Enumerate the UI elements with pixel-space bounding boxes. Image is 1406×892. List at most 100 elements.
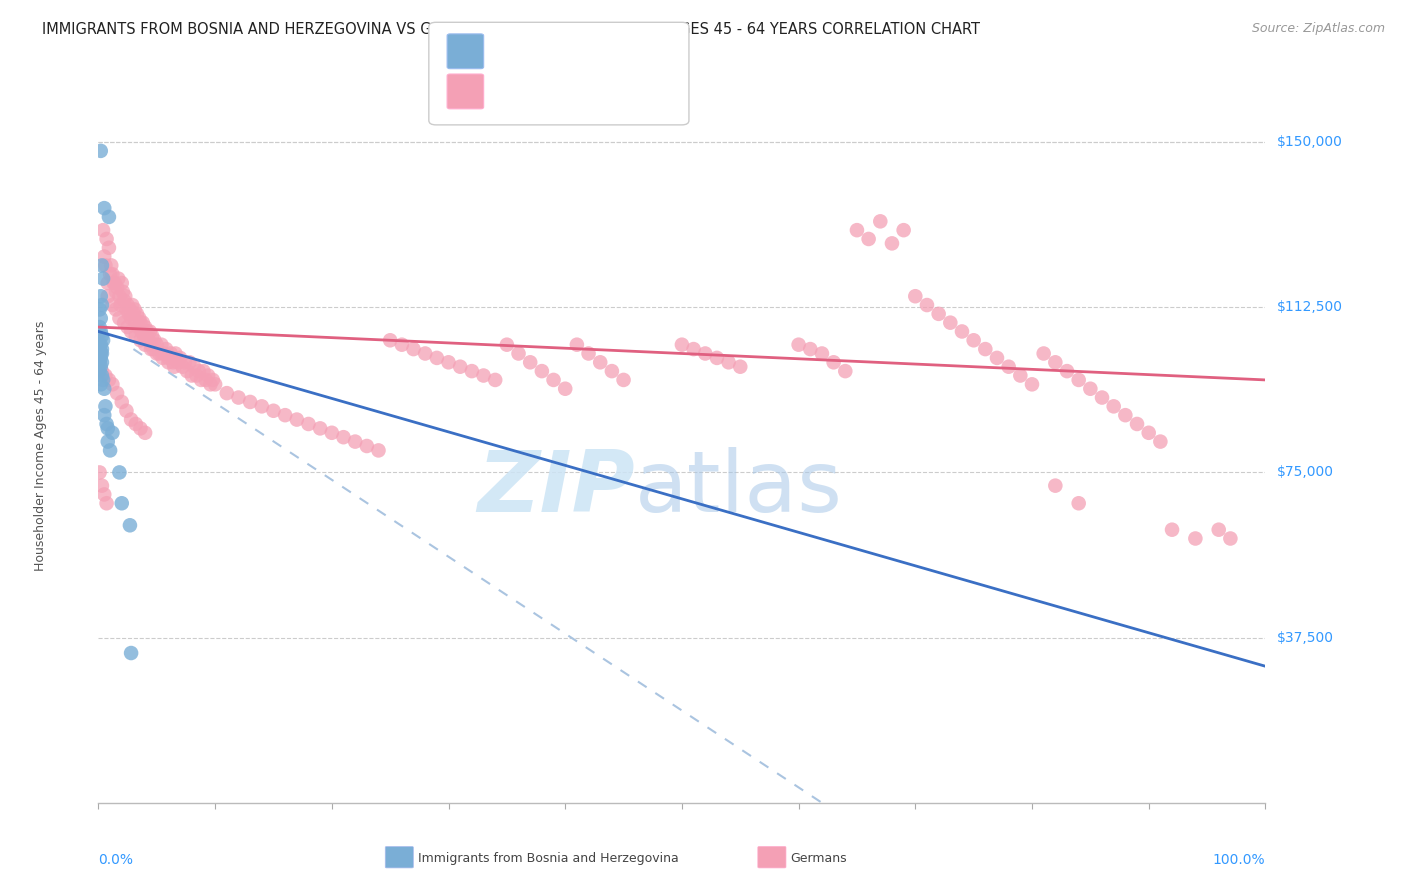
Point bbox=[120, 325, 142, 339]
Point bbox=[186, 368, 208, 383]
Point bbox=[121, 298, 143, 312]
Point bbox=[484, 373, 506, 387]
Point bbox=[730, 359, 752, 374]
Point bbox=[134, 337, 156, 351]
Text: Germans: Germans bbox=[790, 852, 846, 864]
Point bbox=[103, 276, 125, 290]
Point bbox=[1056, 364, 1078, 378]
Point bbox=[105, 386, 128, 401]
Point bbox=[101, 425, 124, 440]
Point bbox=[204, 377, 226, 392]
Point bbox=[194, 373, 217, 387]
Point bbox=[846, 223, 869, 237]
Point bbox=[90, 289, 112, 303]
Text: Immigrants from Bosnia and Herzegovina: Immigrants from Bosnia and Herzegovina bbox=[418, 852, 678, 864]
Point bbox=[94, 259, 117, 273]
Point bbox=[1161, 523, 1184, 537]
Point bbox=[880, 236, 903, 251]
Point bbox=[115, 302, 138, 317]
Point bbox=[132, 329, 155, 343]
Point bbox=[1091, 391, 1114, 405]
Point bbox=[112, 293, 135, 308]
Point bbox=[128, 311, 150, 326]
Point bbox=[179, 355, 201, 369]
Point bbox=[461, 364, 484, 378]
Point bbox=[114, 289, 136, 303]
Point bbox=[97, 373, 120, 387]
Point bbox=[138, 333, 160, 347]
Point bbox=[589, 355, 612, 369]
Point bbox=[118, 518, 141, 533]
Point bbox=[111, 496, 134, 510]
Point bbox=[496, 337, 519, 351]
Point bbox=[89, 355, 111, 369]
Point bbox=[928, 307, 950, 321]
Point bbox=[706, 351, 728, 365]
Text: 100.0%: 100.0% bbox=[1213, 853, 1265, 867]
Point bbox=[98, 267, 121, 281]
Point bbox=[104, 285, 127, 299]
Point bbox=[449, 359, 471, 374]
Point bbox=[172, 359, 194, 374]
Point bbox=[90, 377, 112, 392]
Point bbox=[904, 289, 927, 303]
Point bbox=[997, 359, 1019, 374]
Point bbox=[176, 364, 198, 378]
Point bbox=[125, 316, 148, 330]
Point bbox=[108, 311, 131, 326]
Point bbox=[98, 443, 121, 458]
Text: IMMIGRANTS FROM BOSNIA AND HERZEGOVINA VS GERMAN HOUSEHOLDER INCOME AGES 45 - 64: IMMIGRANTS FROM BOSNIA AND HERZEGOVINA V… bbox=[42, 22, 980, 37]
Point bbox=[1067, 373, 1090, 387]
Point bbox=[89, 364, 111, 378]
Point bbox=[787, 337, 810, 351]
Point bbox=[367, 443, 389, 458]
Point bbox=[274, 408, 297, 422]
Point bbox=[201, 373, 224, 387]
Point bbox=[391, 337, 413, 351]
Point bbox=[125, 307, 148, 321]
Point bbox=[90, 325, 112, 339]
Point bbox=[94, 400, 117, 414]
Point bbox=[165, 346, 187, 360]
Point bbox=[104, 302, 127, 317]
Point bbox=[155, 342, 177, 356]
Point bbox=[91, 271, 114, 285]
Point bbox=[139, 325, 162, 339]
Point bbox=[1032, 346, 1054, 360]
Point bbox=[554, 382, 576, 396]
Point bbox=[148, 346, 170, 360]
Point bbox=[1137, 425, 1160, 440]
Point bbox=[437, 355, 460, 369]
Point bbox=[811, 346, 834, 360]
Point bbox=[96, 417, 118, 431]
Point bbox=[118, 307, 141, 321]
Point bbox=[1045, 478, 1067, 492]
Point bbox=[200, 377, 222, 392]
Point bbox=[297, 417, 319, 431]
Text: R = -0.377   N = 40: R = -0.377 N = 40 bbox=[489, 44, 662, 58]
Point bbox=[90, 337, 112, 351]
Point bbox=[93, 201, 115, 215]
Point bbox=[285, 412, 308, 426]
Point bbox=[163, 359, 186, 374]
Point bbox=[91, 373, 114, 387]
Point bbox=[834, 364, 856, 378]
Point bbox=[986, 351, 1008, 365]
Point bbox=[90, 298, 112, 312]
Point bbox=[93, 487, 115, 501]
Point bbox=[250, 400, 273, 414]
Point bbox=[139, 337, 162, 351]
Point bbox=[309, 421, 332, 435]
Point bbox=[1114, 408, 1136, 422]
Point bbox=[543, 373, 565, 387]
Point bbox=[162, 355, 184, 369]
Point bbox=[717, 355, 740, 369]
Point bbox=[157, 351, 180, 365]
Point bbox=[111, 276, 134, 290]
Point bbox=[89, 351, 111, 365]
Point bbox=[96, 232, 118, 246]
Point bbox=[190, 373, 212, 387]
Point bbox=[94, 368, 117, 383]
Point bbox=[96, 496, 118, 510]
Point bbox=[125, 417, 148, 431]
